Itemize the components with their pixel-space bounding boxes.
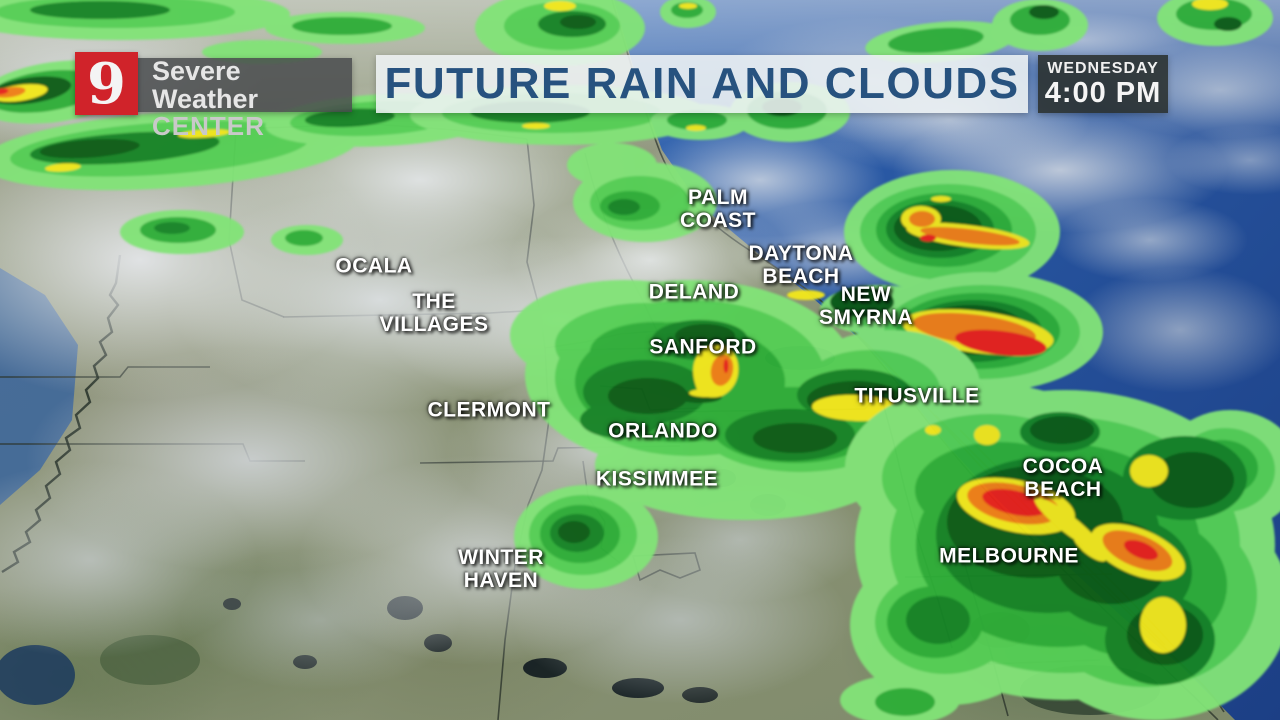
rain-central-mass <box>510 280 980 520</box>
channel-9-logo: 9 <box>75 52 138 115</box>
timestamp-time: 4:00 PM <box>1044 76 1162 109</box>
timestamp-day: WEDNESDAY <box>1047 59 1159 77</box>
city-label: TITUSVILLE <box>854 384 980 408</box>
timestamp-box: WEDNESDAY 4:00 PM <box>1038 55 1168 113</box>
city-label: ORLANDO <box>608 419 718 443</box>
page-title: FUTURE RAIN AND CLOUDS <box>384 59 1020 108</box>
channel-number: 9 <box>87 50 126 117</box>
city-label: OCALA <box>335 254 413 278</box>
logo-line1: Severe Weather <box>152 56 259 114</box>
city-label: DAYTONA BEACH <box>748 241 854 288</box>
logo-line2: CENTER <box>152 111 265 142</box>
city-label: PALM COAST <box>680 185 756 232</box>
city-label: SANFORD <box>649 335 757 359</box>
rain-winter-haven-cell <box>514 485 658 589</box>
city-label: CLERMONT <box>427 398 551 422</box>
city-label: WINTER HAVEN <box>458 545 544 592</box>
city-label: COCOA BEACH <box>1022 454 1104 501</box>
city-label: THE VILLAGES <box>379 289 489 336</box>
title-banner: FUTURE RAIN AND CLOUDS <box>376 55 1028 113</box>
city-label: DELAND <box>648 280 740 304</box>
city-label: MELBOURNE <box>939 544 1079 568</box>
station-logo-text: Severe Weather CENTER <box>152 56 352 139</box>
city-label: NEW SMYRNA <box>818 282 913 329</box>
rain-palm-coast <box>567 143 717 242</box>
city-label: KISSIMMEE <box>595 467 719 491</box>
rain-daytona-cell <box>844 170 1060 294</box>
rain-southeast-complex <box>840 383 1280 720</box>
